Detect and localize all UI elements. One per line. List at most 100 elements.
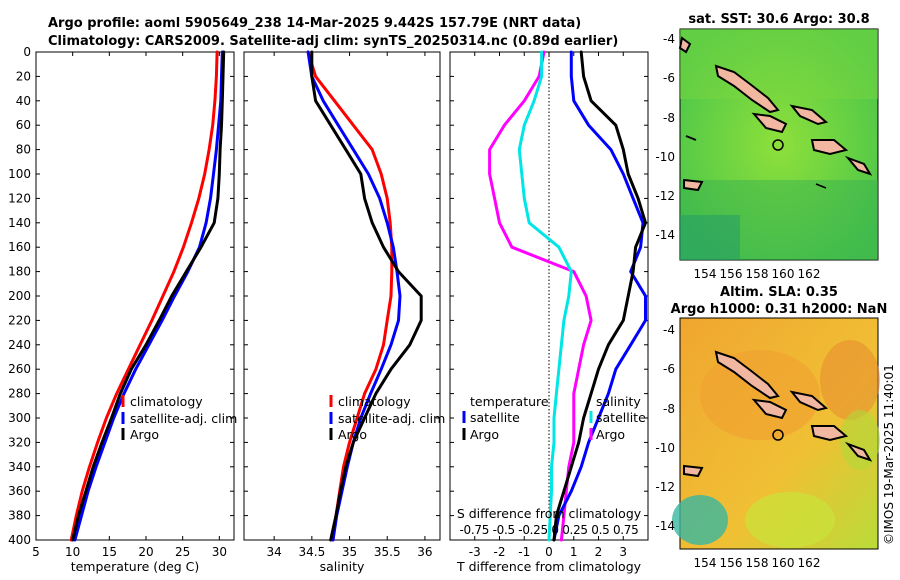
island-icon <box>789 104 829 126</box>
depth-tick-label: 100 <box>8 167 31 181</box>
island-icon <box>810 139 849 156</box>
sla-map-title: Altim. SLA: 0.35 <box>720 285 838 300</box>
depth-tick-label: 160 <box>8 240 31 254</box>
map-ytick: -4 <box>663 323 675 337</box>
depth-tick-label: 200 <box>8 289 31 303</box>
depth-tick-label: 180 <box>8 265 31 279</box>
map-xtick: 156 <box>720 556 743 570</box>
depth-tick-label: 300 <box>8 411 31 425</box>
depth-tick-label: 260 <box>8 362 31 376</box>
island-icon <box>678 36 692 54</box>
island-icon <box>751 398 788 420</box>
map-ytick: -12 <box>655 480 675 494</box>
depth-tick-label: 20 <box>16 69 31 83</box>
island-icon <box>683 464 704 478</box>
series-line-salinity-argo <box>552 50 647 542</box>
legend-header-salinity: salinity <box>596 394 641 409</box>
difference-legend: temperature salinity satellite Argo sate… <box>462 394 646 442</box>
series-line-temperature-argo <box>552 50 647 542</box>
map-xtick: 154 <box>694 267 717 281</box>
xtick-label: 0 <box>545 545 553 559</box>
salinity-legend: climatology satellite-adj. clim Argo <box>329 394 445 442</box>
depth-tick-label: 360 <box>8 484 31 498</box>
depth-tick-label: 120 <box>8 191 31 205</box>
series-line-temperature-satellite <box>488 50 593 542</box>
map-ytick: -8 <box>663 111 675 125</box>
map-xtick: 156 <box>720 267 743 281</box>
depth-tick-label: 140 <box>8 216 31 230</box>
xtick-label: 30 <box>212 545 227 559</box>
map-ytick: -6 <box>663 362 675 376</box>
island-icon <box>714 350 780 400</box>
sst-map-title: sat. SST: 30.6 Argo: 30.8 <box>688 12 869 27</box>
legend-header-temperature: temperature <box>470 394 549 409</box>
map-ytick: -8 <box>663 402 675 416</box>
island-icon <box>751 112 788 134</box>
depth-tick-label: 80 <box>16 143 31 157</box>
xtick-label: 36 <box>417 545 432 559</box>
map-xtick: 160 <box>772 267 795 281</box>
map-ytick: -12 <box>655 189 675 203</box>
map-ytick: -10 <box>655 441 675 455</box>
island-icon <box>789 390 829 412</box>
figure-title-line1: Argo profile: aoml 5905649_238 14-Mar-20… <box>48 16 581 31</box>
map-ytick: -10 <box>655 150 675 164</box>
salinity-xlabel: salinity <box>320 559 365 574</box>
xtick-label: 35 <box>342 545 357 559</box>
map-ytick: -6 <box>663 71 675 85</box>
map-xtick: 162 <box>798 267 821 281</box>
legend-label-climatology: climatology <box>338 394 411 409</box>
difference-xlabel: T difference from climatology <box>456 559 642 574</box>
xtick-label: 34.5 <box>298 545 325 559</box>
series-line-salinity-satellite <box>517 50 573 542</box>
xtick-label: 2 <box>595 545 603 559</box>
legend-label-satellite: satellite-adj. clim <box>130 411 237 426</box>
xtick-label: 34 <box>267 545 282 559</box>
argo-location-marker <box>772 139 784 151</box>
legend-label-s-argo: Argo <box>596 427 625 442</box>
legend-label-argo: Argo <box>130 427 159 442</box>
series-line-argo <box>71 50 226 542</box>
argo-location-marker <box>772 429 784 441</box>
depth-tick-label: 380 <box>8 509 31 523</box>
legend-label-t-argo: Argo <box>470 427 499 442</box>
island-icon <box>683 178 704 192</box>
temperature-axes <box>35 51 235 541</box>
figure-title-line2: Climatology: CARS2009. Satellite-adj cli… <box>48 34 618 49</box>
sla-map-title2: Argo h1000: 0.31 h2000: NaN <box>671 302 888 317</box>
legend-label-argo: Argo <box>338 427 367 442</box>
sst-map-ticks: -4 -6 -8 -10 -12 -14 154 156 158 160 162 <box>655 32 820 281</box>
xtick-label: 35.5 <box>374 545 401 559</box>
difference-axes <box>449 51 649 541</box>
map-xtick: 160 <box>772 556 795 570</box>
xtick-label: 5 <box>32 545 40 559</box>
sla-map-ticks: -4 -6 -8 -10 -12 -14 154 156 158 160 162 <box>655 323 820 570</box>
series-line-climatology <box>306 50 394 542</box>
series-line-argo <box>310 50 423 542</box>
xtick-label: -2 <box>494 545 506 559</box>
island-icon <box>714 64 780 114</box>
depth-tick-label: 320 <box>8 435 31 449</box>
legend-label-climatology: climatology <box>130 394 203 409</box>
depth-tick-label: 0 <box>23 45 31 59</box>
depth-tick-label: 400 <box>8 533 31 547</box>
xtick-label: -3 <box>469 545 481 559</box>
map-xtick: 162 <box>798 556 821 570</box>
series-line-satellite-adj-clim <box>73 50 224 542</box>
map-xtick: 158 <box>746 556 769 570</box>
xtick-label: 1 <box>570 545 578 559</box>
depth-tick-label: 220 <box>8 313 31 327</box>
xtick-label: 15 <box>102 545 117 559</box>
map-ytick: -14 <box>655 228 675 242</box>
map-ytick: -14 <box>655 519 675 533</box>
sst-map <box>678 28 879 261</box>
temperature-legend: climatology satellite-adj. clim Argo <box>121 394 237 442</box>
difference-s-ticks: -0.75 -0.5 -0.25 0 0.25 0.5 0.75 <box>460 523 639 537</box>
island-icon <box>810 425 849 442</box>
depth-tick-label: 240 <box>8 338 31 352</box>
temperature-xlabel: temperature (deg C) <box>71 559 200 574</box>
legend-label-t-satellite: satellite <box>470 410 520 425</box>
island-icon <box>844 441 873 462</box>
depth-tick-label: 280 <box>8 387 31 401</box>
